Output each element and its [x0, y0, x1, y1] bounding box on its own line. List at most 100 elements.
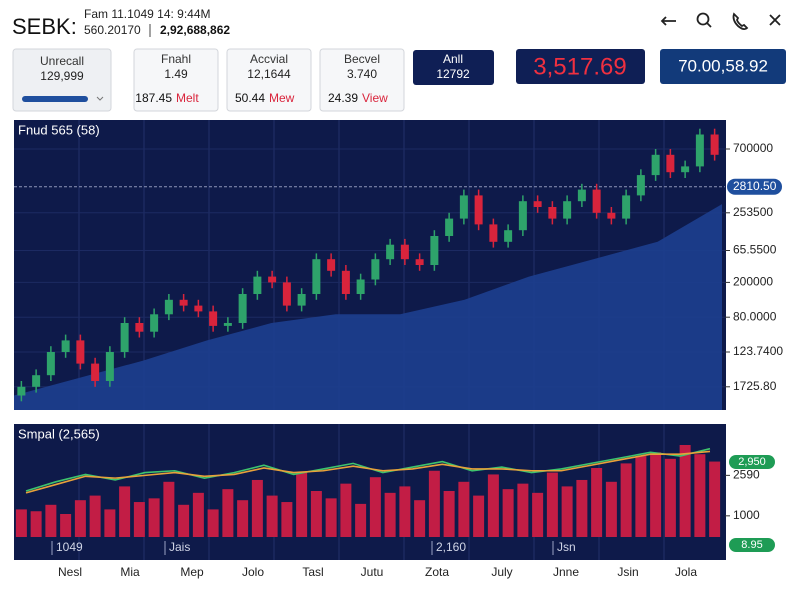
volume-bar	[458, 481, 470, 537]
x-label: Jutu	[361, 565, 384, 579]
close-icon[interactable]	[769, 14, 781, 26]
volume-bar	[237, 500, 249, 537]
card-value: 129,999	[40, 69, 84, 83]
x-label: Tasl	[302, 565, 323, 579]
volume-bar	[605, 481, 617, 537]
card-bg	[133, 48, 219, 112]
candle-body	[636, 175, 645, 196]
volume-bar	[428, 470, 440, 537]
candle-body	[592, 189, 601, 213]
candle-body	[105, 352, 114, 381]
volume-bar	[517, 483, 529, 537]
volume-bar	[591, 468, 603, 537]
price: 3,517.69	[533, 53, 626, 80]
dark-card[interactable]: Anll 12792	[413, 50, 494, 85]
candle-body	[312, 259, 321, 294]
axis-panel	[725, 120, 790, 410]
volume-bar	[133, 502, 145, 537]
badge-label: 8.95	[741, 539, 762, 551]
candle-body	[164, 299, 173, 315]
candle-body	[268, 276, 277, 283]
area	[14, 204, 722, 410]
back-icon[interactable]	[660, 16, 676, 26]
dark-card[interactable]: 70.00,58.92	[660, 49, 786, 84]
candle-body	[622, 195, 631, 219]
x-label: Jola	[675, 565, 697, 579]
volume-bar	[266, 495, 278, 537]
candle-body	[356, 279, 365, 294]
candle-body	[651, 154, 660, 176]
card-value: 12792	[436, 67, 470, 81]
volume-bar	[473, 495, 485, 537]
y-tick-label: 65.5500	[733, 243, 777, 257]
candle-body	[238, 294, 247, 323]
x-label: July	[491, 565, 512, 579]
volume-bar	[207, 509, 219, 537]
stat-card[interactable]: Unrecall 129,999	[12, 48, 112, 112]
search-icon[interactable]	[696, 12, 712, 28]
chevron	[96, 96, 104, 101]
card-sub: 50.44	[235, 91, 265, 105]
candle-body	[666, 154, 675, 173]
volume-bar	[414, 500, 426, 537]
candle-body	[297, 294, 306, 306]
candle-body	[489, 224, 498, 242]
volume-bar	[192, 492, 204, 537]
candle-body	[607, 212, 616, 219]
period-label: 1049	[56, 540, 83, 554]
card-label: Fnahl	[161, 52, 191, 66]
volume-bar	[148, 498, 160, 537]
candle-body	[474, 195, 483, 225]
candle-body	[61, 340, 70, 352]
phone-icon[interactable]	[732, 12, 749, 31]
x-label: Mep	[180, 565, 204, 579]
y-tick-label: 1725.80	[733, 379, 777, 393]
card-value: 3.740	[347, 67, 377, 81]
card-sub: 24.39	[328, 91, 358, 105]
volume-bar	[60, 514, 72, 537]
volume-bar	[399, 486, 411, 537]
candle-body	[209, 311, 218, 326]
volume-bar	[222, 489, 234, 537]
period-label: 2,160	[436, 540, 466, 554]
x-label: Mia	[120, 565, 140, 579]
volume-bar	[487, 474, 499, 537]
badge	[729, 455, 775, 469]
volume-bar	[369, 477, 381, 537]
axis-panel	[725, 424, 790, 560]
y-tick-label: 253500	[733, 205, 773, 219]
volume-bar	[89, 495, 101, 537]
volume-bar	[30, 511, 42, 537]
volume-bar	[163, 481, 175, 537]
badge	[729, 538, 775, 552]
card-bg	[226, 48, 312, 112]
candle-body	[253, 276, 262, 294]
volume-bar	[620, 463, 632, 537]
price-badge	[727, 178, 782, 195]
candle-body	[445, 218, 454, 236]
volume-bar	[119, 486, 131, 537]
volume-bar	[546, 472, 558, 537]
card-value: 70.00,58.92	[678, 56, 768, 75]
chart-title: Fnud 565 (58)	[18, 122, 100, 137]
x-label: Jsin	[617, 565, 638, 579]
candle-body	[327, 259, 336, 271]
candle-body	[17, 386, 26, 396]
candle-body	[76, 340, 85, 364]
candle-body	[223, 323, 232, 326]
card-label: Accvial	[250, 52, 288, 66]
candle-body	[150, 314, 159, 332]
candle-body	[563, 201, 572, 219]
y-tick-label: 200000	[733, 275, 773, 289]
chart-title: Smpal (2,565)	[18, 426, 100, 441]
y-tick-label: 1000	[733, 508, 760, 522]
candle-body	[681, 166, 690, 173]
volume-bar	[104, 509, 116, 537]
y-tick-label: 123.7400	[733, 344, 783, 358]
dark-card[interactable]: 3,517.69	[516, 49, 645, 84]
